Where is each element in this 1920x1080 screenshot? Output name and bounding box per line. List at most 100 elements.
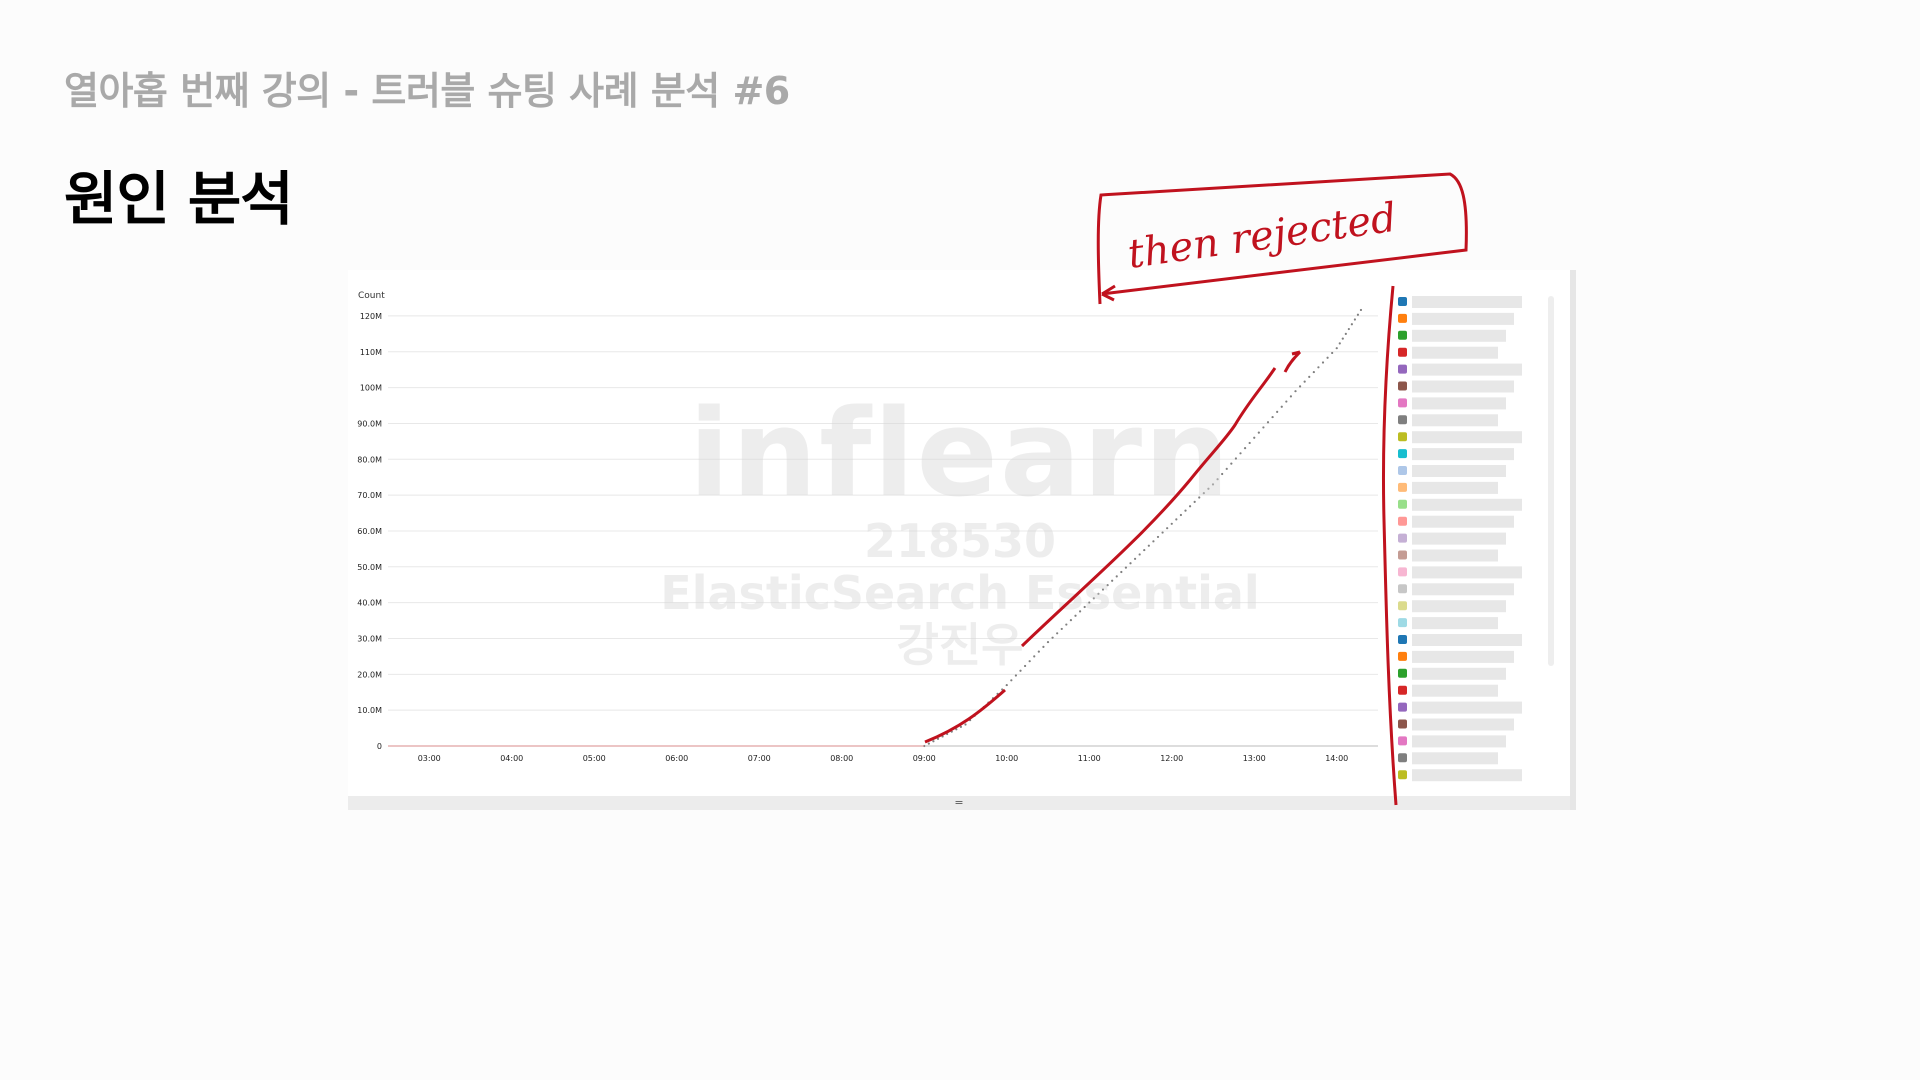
legend-swatch <box>1398 415 1407 425</box>
series-point <box>1001 688 1004 691</box>
series-point <box>973 714 976 717</box>
series-point <box>1308 375 1311 378</box>
watermark-line: 강진우 <box>896 618 1024 672</box>
series-point <box>1285 400 1288 403</box>
series-point <box>959 725 963 728</box>
legend-swatch <box>1398 449 1407 459</box>
series-point <box>991 697 995 700</box>
y-axis-label: Count <box>358 291 385 301</box>
y-tick-label: 90.0M <box>357 419 382 428</box>
series-point <box>932 740 935 743</box>
series-point <box>1321 361 1325 364</box>
slide-subtitle: 열아홉 번째 강의 - 트러블 슈팅 사례 분석 #6 <box>64 69 790 113</box>
series-point <box>1266 421 1270 424</box>
series-point <box>1005 683 1008 687</box>
legend-swatch <box>1398 770 1407 780</box>
y-tick-label: 110M <box>360 348 382 357</box>
y-tick-label: 120M <box>360 312 382 321</box>
watermark-line: ElasticSearch Essential <box>660 566 1260 620</box>
legend-scrollbar[interactable] <box>1548 296 1554 666</box>
legend-swatch <box>1398 635 1407 644</box>
legend-swatch <box>1398 381 1407 391</box>
series-point <box>1312 370 1315 374</box>
legend-swatch <box>1398 736 1407 746</box>
x-tick-label: 14:00 <box>1325 754 1348 763</box>
series-point <box>1326 356 1329 359</box>
watermark: inflearn 218530 ElasticSearch Essential … <box>660 395 1260 672</box>
x-tick-label: 07:00 <box>748 754 771 763</box>
legend-swatch <box>1398 347 1407 357</box>
legend-swatch <box>1398 313 1407 323</box>
legend-label-blurred <box>1412 735 1506 748</box>
legend-swatch <box>1398 432 1407 442</box>
chart-resize-handle[interactable]: = <box>348 796 1570 810</box>
legend-label-blurred <box>1412 329 1506 342</box>
legend-swatch <box>1398 753 1407 763</box>
y-tick-label: 30.0M <box>357 634 382 643</box>
series-point <box>1347 327 1350 331</box>
series-point <box>1303 380 1306 383</box>
series-point <box>1335 347 1338 350</box>
series-point <box>1010 679 1013 682</box>
series-point <box>955 728 958 731</box>
series-point <box>1353 318 1356 321</box>
legend-label-blurred <box>1412 363 1522 376</box>
legend-swatch <box>1398 466 1407 475</box>
series-point <box>982 705 985 709</box>
series-point <box>1344 332 1347 335</box>
series-point <box>1014 674 1018 677</box>
legend-swatch <box>1398 668 1407 678</box>
series-point <box>946 732 949 736</box>
legend-label-blurred <box>1412 532 1506 545</box>
legend-swatch <box>1398 330 1407 340</box>
legend-label-blurred <box>1412 752 1498 765</box>
series-point <box>1350 323 1353 326</box>
legend-swatch <box>1398 398 1407 408</box>
y-tick-label: 60.0M <box>357 527 382 536</box>
legend-swatch <box>1398 499 1407 509</box>
x-tick-label: 05:00 <box>583 754 606 763</box>
legend-label-blurred <box>1412 431 1522 444</box>
legend-label-blurred <box>1412 684 1498 697</box>
legend-swatch <box>1398 618 1407 628</box>
x-tick-label: 11:00 <box>1078 754 1101 763</box>
y-tick-label: 100M <box>360 384 382 393</box>
legend-label-blurred <box>1412 448 1514 461</box>
series-point <box>968 719 972 722</box>
legend-label-blurred <box>1412 397 1506 410</box>
series-point <box>1331 351 1334 355</box>
y-tick-label: 20.0M <box>357 670 382 679</box>
legend-label-blurred <box>1412 600 1506 613</box>
series-point <box>1294 390 1297 393</box>
legend-label-blurred <box>1412 769 1522 782</box>
series-point <box>1289 395 1293 398</box>
series-point <box>1298 385 1302 388</box>
legend-label-blurred <box>1412 634 1522 646</box>
y-tick-label: 10.0M <box>357 706 382 715</box>
y-tick-label: 40.0M <box>357 599 382 608</box>
series-point <box>996 692 999 695</box>
y-tick-label: 0 <box>377 742 382 751</box>
x-tick-label: 09:00 <box>913 754 936 763</box>
legend-label-blurred <box>1412 617 1498 630</box>
legend-label-blurred <box>1412 667 1506 680</box>
legend-swatch <box>1398 516 1407 526</box>
legend-label-blurred <box>1412 549 1498 562</box>
legend-label-blurred <box>1412 312 1514 325</box>
legend-swatch <box>1398 702 1407 712</box>
legend-label-blurred <box>1412 566 1522 579</box>
y-tick-label: 70.0M <box>357 491 382 500</box>
legend-swatch <box>1398 364 1407 374</box>
legend-swatch <box>1398 685 1407 695</box>
x-tick-label: 08:00 <box>830 754 853 763</box>
series-point <box>1262 426 1265 429</box>
legend-label-blurred <box>1412 346 1498 359</box>
x-tick-label: 10:00 <box>995 754 1018 763</box>
series-point <box>1341 337 1344 340</box>
legend-label-blurred <box>1412 498 1522 511</box>
legend-label-blurred <box>1412 414 1498 427</box>
legend-label-blurred <box>1412 380 1514 393</box>
legend-swatch <box>1398 584 1407 594</box>
y-tick-label: 50.0M <box>357 563 382 572</box>
